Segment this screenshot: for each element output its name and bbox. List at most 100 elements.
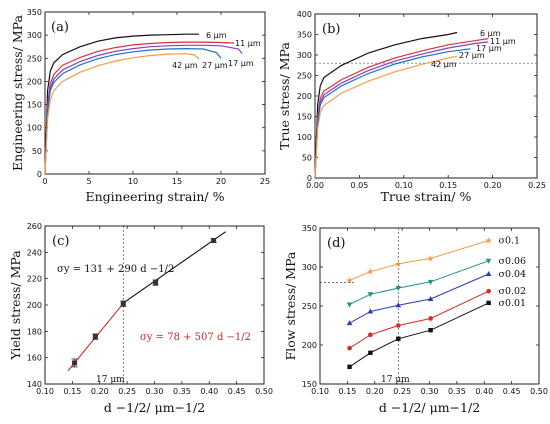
panel-label: (c): [52, 234, 69, 249]
y-tick-label: 350: [297, 31, 312, 40]
x-tick-label: 0: [42, 177, 47, 186]
x-tick-label: 0.25: [118, 387, 136, 396]
curve-6m: [314, 31, 458, 179]
y-tick-label: 100: [297, 133, 312, 142]
curve-11m: [44, 41, 235, 175]
curve-27m: [314, 48, 471, 179]
x-tick-label: 25: [260, 177, 270, 186]
x-axis-title: d −1/2/ μm−1/2: [104, 400, 205, 415]
curve-label: 42 μm: [172, 61, 198, 70]
y-tick-label: 300: [297, 51, 312, 60]
y-tick-label: 200: [27, 301, 42, 310]
x-tick-label: 0.15: [439, 181, 457, 190]
y-tick-label: 150: [27, 101, 42, 110]
data-point: [211, 237, 217, 243]
y-tick-label: 0: [37, 170, 42, 179]
x-tick-label: 0.10: [36, 387, 54, 396]
y-tick-label: 220: [27, 275, 42, 284]
data-point: [368, 350, 373, 355]
x-tick-label: 0.20: [366, 387, 384, 396]
data-point: [395, 302, 402, 308]
data-point: [427, 295, 434, 301]
curve-6m: [44, 33, 199, 175]
y-axis-title: Flow stress/ MPa: [283, 251, 298, 360]
x-tick-label: 15: [172, 177, 182, 186]
y-tick-label: 200: [27, 77, 42, 86]
y-tick-label: 140: [27, 380, 42, 389]
data-point: [486, 288, 491, 294]
plot-frame: [44, 225, 265, 385]
x-tick-label: 0.45: [228, 387, 246, 396]
data-point: [347, 364, 352, 370]
y-tick-label: 150: [297, 113, 312, 122]
data-point: [396, 336, 401, 341]
x-axis-title: True strain/ %: [381, 189, 472, 204]
y-axis-title: Yield stress/ MPa: [8, 250, 23, 361]
curve-42m: [44, 53, 200, 175]
y-tick-label: 180: [27, 327, 42, 336]
y-tick-label: 100: [27, 124, 42, 133]
x-tick-label: 0.45: [503, 387, 521, 396]
data-point: [428, 316, 433, 321]
data-point: [346, 320, 353, 326]
x-tick-label: 0.35: [173, 387, 191, 396]
data-point: [346, 302, 353, 308]
x-tick-label: 0.40: [475, 387, 493, 396]
x-tick-label: 0.20: [91, 387, 109, 396]
data-point: [486, 300, 491, 306]
x-tick-label: 0.15: [63, 387, 81, 396]
panel-label: (a): [51, 20, 69, 35]
y-tick-label: 50: [32, 147, 42, 156]
y-tick-label: 160: [27, 354, 42, 363]
data-point: ★: [346, 276, 354, 286]
curve-label: 11 μm: [235, 39, 261, 48]
series-line: [349, 240, 489, 281]
y-axis-title: True stress/ MPa: [277, 42, 292, 150]
x-tick-label: 0.30: [146, 387, 164, 396]
x-tick-label: 10: [128, 177, 138, 186]
curve-label: 27 μm: [202, 61, 228, 70]
series-label: σ0.02: [498, 286, 526, 297]
data-point: [367, 308, 374, 314]
data-point: [427, 279, 434, 285]
y-tick-label: 350: [27, 8, 42, 17]
y-tick-label: 200: [302, 341, 317, 350]
x-tick-label: 0.20: [484, 181, 502, 190]
panel-b-true-stress-strain: 0.00 0.05 0.10 0.15 0.20 0.25 0 50 100 150 200 250 3…: [277, 10, 546, 204]
series-line: [349, 273, 489, 324]
y-tick-label: 300: [27, 31, 42, 40]
x-axis-title: Engineering strain/ %: [86, 189, 225, 204]
data-point: [395, 286, 402, 292]
data-point: [485, 258, 492, 264]
curve-42m: [314, 55, 458, 179]
y-tick-label: 240: [27, 248, 42, 257]
series-label: σ0.01: [498, 298, 526, 309]
x-axis-title: d −1/2/ μm−1/2: [379, 400, 480, 415]
data-point: [72, 360, 78, 366]
series-label: σ0.04: [498, 269, 526, 280]
data-point: ★: [427, 254, 435, 264]
data-point: ★: [394, 260, 402, 270]
x-tick-label: 0.25: [528, 181, 546, 190]
curve-label: 17 μm: [476, 44, 502, 53]
fit-equation-black: σy = 131 + 290 d −1/2: [57, 264, 174, 275]
y-tick-label: 0: [307, 174, 312, 183]
series-label: σ0.1: [498, 235, 520, 246]
curve-label: 11 μm: [490, 37, 516, 46]
y-tick-label: 250: [302, 302, 317, 311]
y-tick-label: 250: [297, 72, 312, 81]
series-label: σ0.06: [498, 256, 526, 267]
data-point: [120, 301, 126, 307]
y-tick-label: 250: [27, 54, 42, 63]
x-tick-label: 0.10: [395, 181, 413, 190]
x-tick-label: 0.15: [338, 387, 356, 396]
x-tick-label: 0.00: [306, 181, 324, 190]
x-tick-label: 0.05: [350, 181, 368, 190]
data-point: [428, 327, 433, 333]
y-tick-label: 350: [302, 224, 317, 233]
y-tick-label: 260: [27, 222, 42, 231]
y-axis-title: Engineering stress/ MPa: [10, 14, 25, 170]
data-point: [92, 334, 98, 340]
